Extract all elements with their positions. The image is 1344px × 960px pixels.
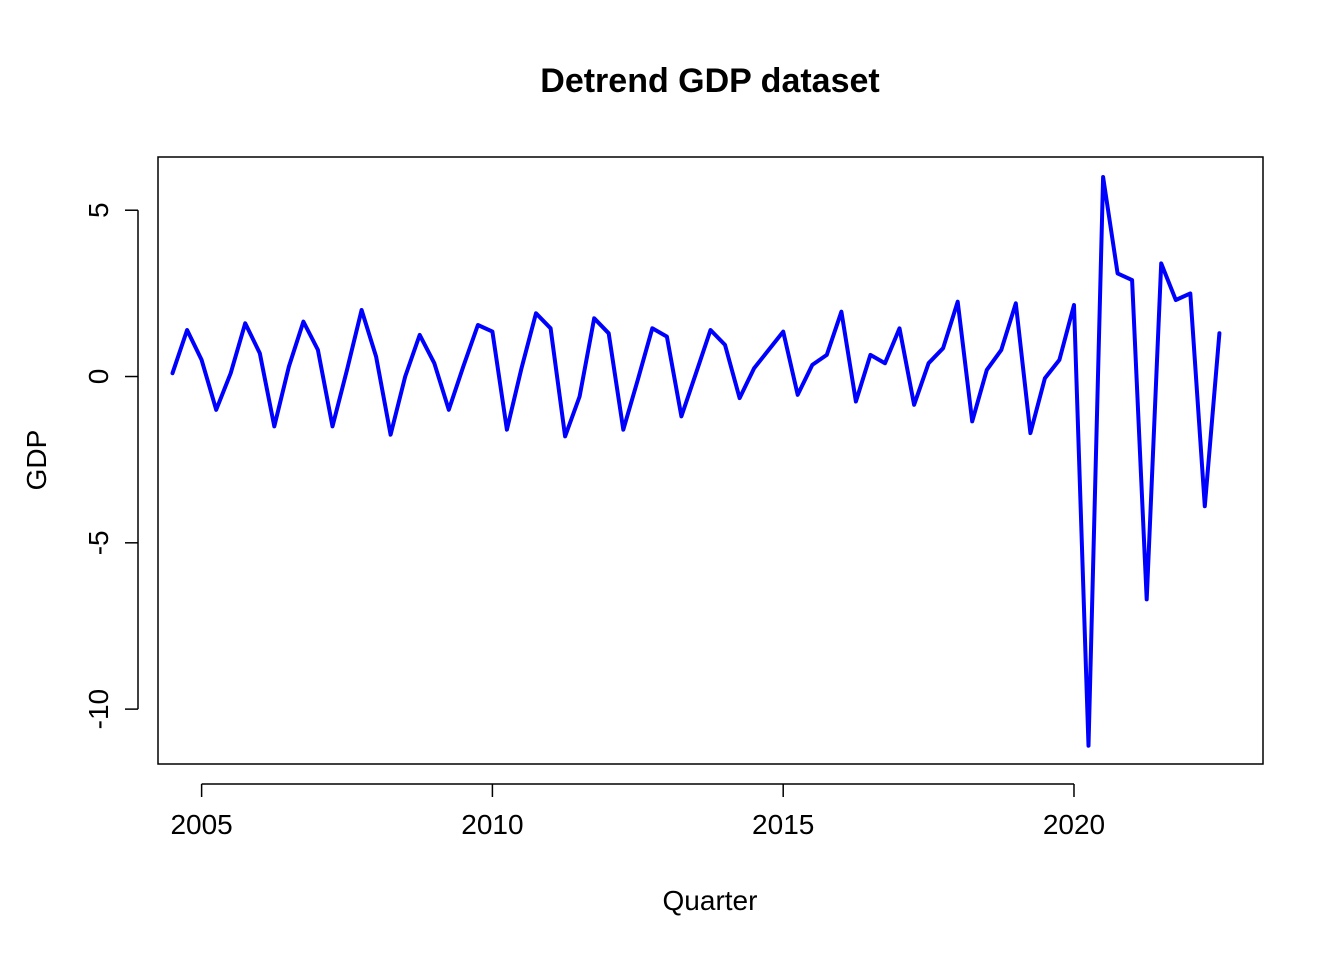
x-tick-label: 2020 [1043, 809, 1105, 840]
x-tick-label: 2010 [461, 809, 523, 840]
y-axis-label: GDP [21, 430, 52, 491]
series-line [170, 175, 1222, 748]
x-axis: 2005 2010 2015 2020 [170, 783, 1105, 840]
y-tick-label: -5 [83, 530, 114, 555]
plot-frame [157, 156, 1264, 765]
chart-title: Detrend GDP dataset [540, 62, 879, 100]
y-tick-label: 5 [83, 202, 114, 218]
y-tick-label: 0 [83, 369, 114, 385]
x-tick-label: 2015 [752, 809, 814, 840]
y-axis: -10 -5 0 5 [83, 202, 139, 729]
x-axis-label: Quarter [663, 885, 758, 916]
x-tick-label: 2005 [170, 809, 232, 840]
y-tick-label: -10 [83, 689, 114, 729]
